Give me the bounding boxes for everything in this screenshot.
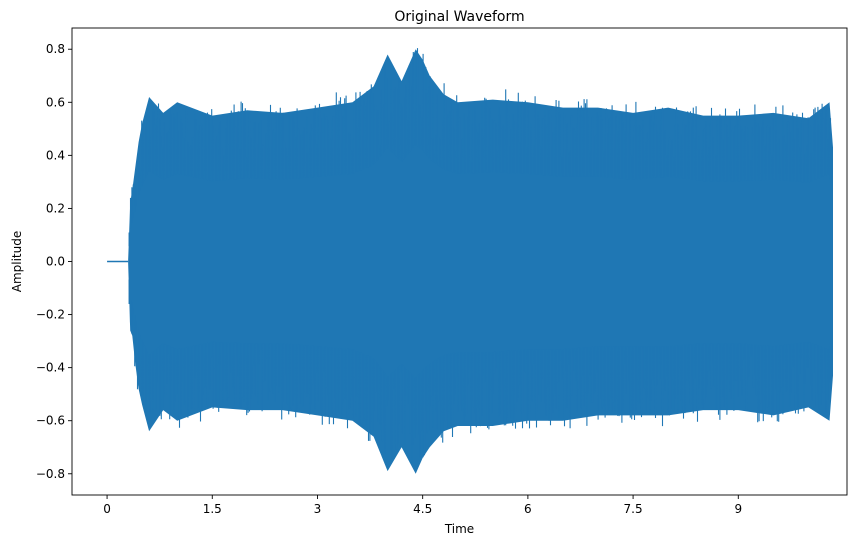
- y-tick-label: −0.8: [36, 467, 65, 481]
- x-axis-ticks: 0 1.5 3 4.5 6 7.5 9: [103, 495, 742, 516]
- x-tick-label: 4.5: [413, 502, 432, 516]
- chart-title: Original Waveform: [394, 9, 524, 25]
- x-tick-label: 0: [103, 502, 111, 516]
- y-tick-label: −0.6: [36, 414, 65, 428]
- y-tick-label: 0.8: [46, 42, 65, 56]
- y-axis-label: Amplitude: [10, 231, 24, 293]
- waveform-peaks-lower: [128, 279, 833, 464]
- y-tick-label: 0.2: [46, 201, 65, 215]
- y-tick-label: 0.4: [46, 148, 65, 162]
- y-tick-label: 0.0: [46, 255, 65, 269]
- x-tick-label: 7.5: [624, 502, 643, 516]
- plot-area: [107, 48, 834, 474]
- y-tick-label: −0.2: [36, 308, 65, 322]
- x-axis-label: Time: [444, 522, 474, 536]
- x-tick-label: 6: [524, 502, 532, 516]
- x-tick-label: 1.5: [203, 502, 222, 516]
- x-tick-label: 3: [314, 502, 322, 516]
- y-tick-label: −0.4: [36, 361, 65, 375]
- y-axis-ticks: −0.8 −0.6 −0.4 −0.2 0.0 0.2 0.4 0.6 0.8: [36, 42, 72, 481]
- waveform-peaks-upper: [128, 48, 833, 247]
- x-tick-label: 9: [734, 502, 742, 516]
- y-tick-label: 0.6: [46, 95, 65, 109]
